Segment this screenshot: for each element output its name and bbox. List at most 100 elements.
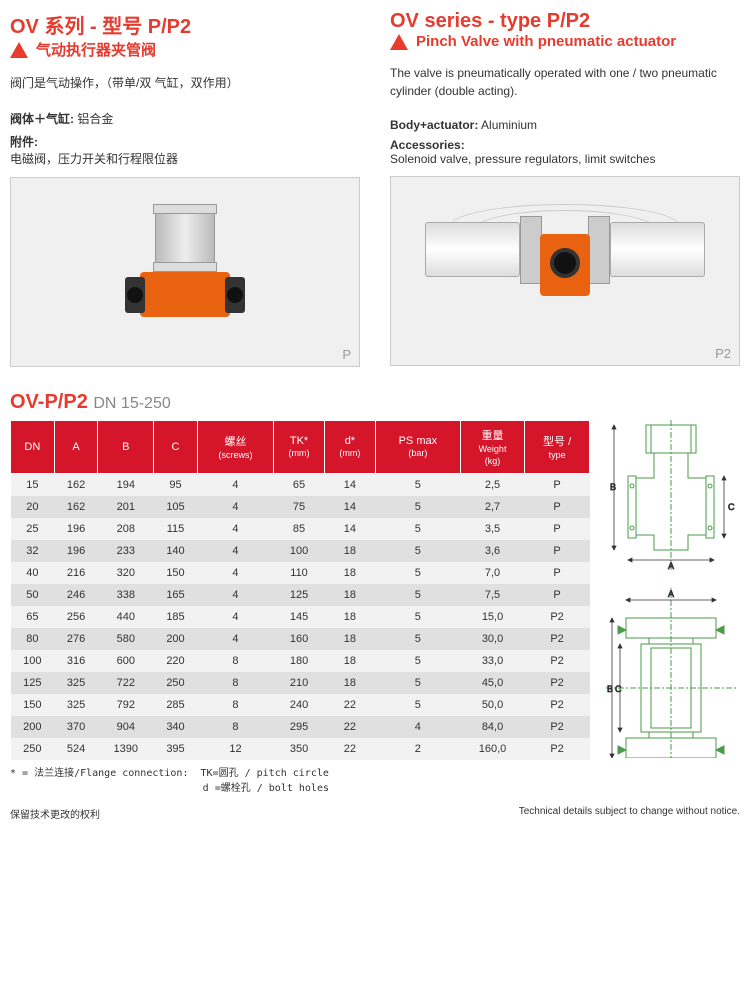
cell-b: 233 — [98, 540, 154, 562]
cell-a: 325 — [54, 672, 98, 694]
th-b: B — [98, 421, 154, 474]
cell-b: 580 — [98, 628, 154, 650]
th-type: 型号 /type — [525, 421, 590, 474]
cell-scr: 8 — [197, 694, 273, 716]
table-title: OV-P/P2 DN 15-250 — [10, 391, 740, 414]
cell-type: P — [525, 540, 590, 562]
cell-d: 18 — [324, 606, 375, 628]
cell-a: 524 — [54, 738, 98, 760]
cell-type: P2 — [525, 716, 590, 738]
cell-b: 904 — [98, 716, 154, 738]
cell-scr: 8 — [197, 716, 273, 738]
cell-d: 22 — [324, 694, 375, 716]
cell-dn: 65 — [11, 606, 55, 628]
cell-wt: 3,5 — [460, 518, 524, 540]
cell-wt: 45,0 — [460, 672, 524, 694]
cell-d: 14 — [324, 474, 375, 497]
cell-b: 194 — [98, 474, 154, 497]
cell-wt: 30,0 — [460, 628, 524, 650]
footer-right: Technical details subject to change with… — [519, 806, 740, 821]
body-line-cn: 阀体＋气缸: 铝合金 — [10, 110, 360, 127]
table-row: 4021632015041101857,0P — [11, 562, 590, 584]
cell-dn: 15 — [11, 474, 55, 497]
cell-tk: 125 — [274, 584, 325, 606]
cell-c: 105 — [154, 496, 198, 518]
cell-type: P2 — [525, 606, 590, 628]
cell-dn: 25 — [11, 518, 55, 540]
table-row: 125325722250821018545,0P2 — [11, 672, 590, 694]
svg-text:C: C — [615, 684, 622, 694]
cell-ps: 5 — [375, 584, 460, 606]
cell-a: 196 — [54, 540, 98, 562]
cell-c: 165 — [154, 584, 198, 606]
cell-dn: 150 — [11, 694, 55, 716]
cell-wt: 7,0 — [460, 562, 524, 584]
cell-wt: 7,5 — [460, 584, 524, 606]
cell-b: 792 — [98, 694, 154, 716]
spec-table: DN A B C 螺丝(screws) TK*(mm) d*(mm) PS ma… — [10, 420, 590, 760]
cell-type: P2 — [525, 650, 590, 672]
cell-dn: 200 — [11, 716, 55, 738]
cell-tk: 350 — [274, 738, 325, 760]
cell-scr: 4 — [197, 540, 273, 562]
cell-c: 140 — [154, 540, 198, 562]
cell-a: 196 — [54, 518, 98, 540]
cell-type: P — [525, 562, 590, 584]
cell-c: 200 — [154, 628, 198, 650]
cell-a: 246 — [54, 584, 98, 606]
table-row: 5024633816541251857,5P — [11, 584, 590, 606]
cell-d: 14 — [324, 496, 375, 518]
cell-dn: 32 — [11, 540, 55, 562]
cell-wt: 160,0 — [460, 738, 524, 760]
cell-b: 600 — [98, 650, 154, 672]
table-row: 251962081154851453,5P — [11, 518, 590, 540]
cell-d: 18 — [324, 540, 375, 562]
cell-c: 395 — [154, 738, 198, 760]
subtitle-cn: 气动执行器夹管阀 — [36, 39, 156, 60]
cell-scr: 4 — [197, 628, 273, 650]
cell-c: 115 — [154, 518, 198, 540]
cell-dn: 125 — [11, 672, 55, 694]
cell-a: 325 — [54, 694, 98, 716]
cell-d: 18 — [324, 562, 375, 584]
cell-ps: 5 — [375, 540, 460, 562]
svg-text:B: B — [610, 482, 616, 492]
footer-left: 保留技术更改的权利 — [10, 806, 100, 821]
cell-type: P2 — [525, 738, 590, 760]
desc-cn: 阀门是气动操作，（带单/双 气缸，双作用） — [10, 74, 360, 92]
cell-ps: 5 — [375, 606, 460, 628]
cell-type: P2 — [525, 628, 590, 650]
cell-b: 320 — [98, 562, 154, 584]
cell-tk: 65 — [274, 474, 325, 497]
table-row: 80276580200416018530,0P2 — [11, 628, 590, 650]
cell-tk: 145 — [274, 606, 325, 628]
table-row: 65256440185414518515,0P2 — [11, 606, 590, 628]
cell-tk: 240 — [274, 694, 325, 716]
table-row: 100316600220818018533,0P2 — [11, 650, 590, 672]
svg-text:C: C — [728, 502, 735, 512]
triangle-icon — [390, 34, 408, 50]
cell-scr: 12 — [197, 738, 273, 760]
cell-tk: 75 — [274, 496, 325, 518]
cell-tk: 110 — [274, 562, 325, 584]
cell-ps: 5 — [375, 694, 460, 716]
cell-dn: 50 — [11, 584, 55, 606]
cell-type: P2 — [525, 672, 590, 694]
cell-b: 1390 — [98, 738, 154, 760]
table-row: 200370904340829522484,0P2 — [11, 716, 590, 738]
title-cn: OV 系列 - 型号 P/P2 — [10, 10, 360, 39]
cell-wt: 50,0 — [460, 694, 524, 716]
cell-b: 208 — [98, 518, 154, 540]
acc-line-en: Accessories:Solenoid valve, pressure reg… — [390, 138, 740, 166]
svg-text:A: A — [668, 589, 674, 599]
img-label-p: P — [342, 347, 351, 362]
cell-tk: 180 — [274, 650, 325, 672]
cell-ps: 2 — [375, 738, 460, 760]
cell-tk: 160 — [274, 628, 325, 650]
cell-wt: 84,0 — [460, 716, 524, 738]
cell-type: P2 — [525, 694, 590, 716]
cell-d: 18 — [324, 628, 375, 650]
cell-scr: 4 — [197, 562, 273, 584]
cell-a: 316 — [54, 650, 98, 672]
title-en: OV series - type P/P2 — [390, 10, 740, 33]
